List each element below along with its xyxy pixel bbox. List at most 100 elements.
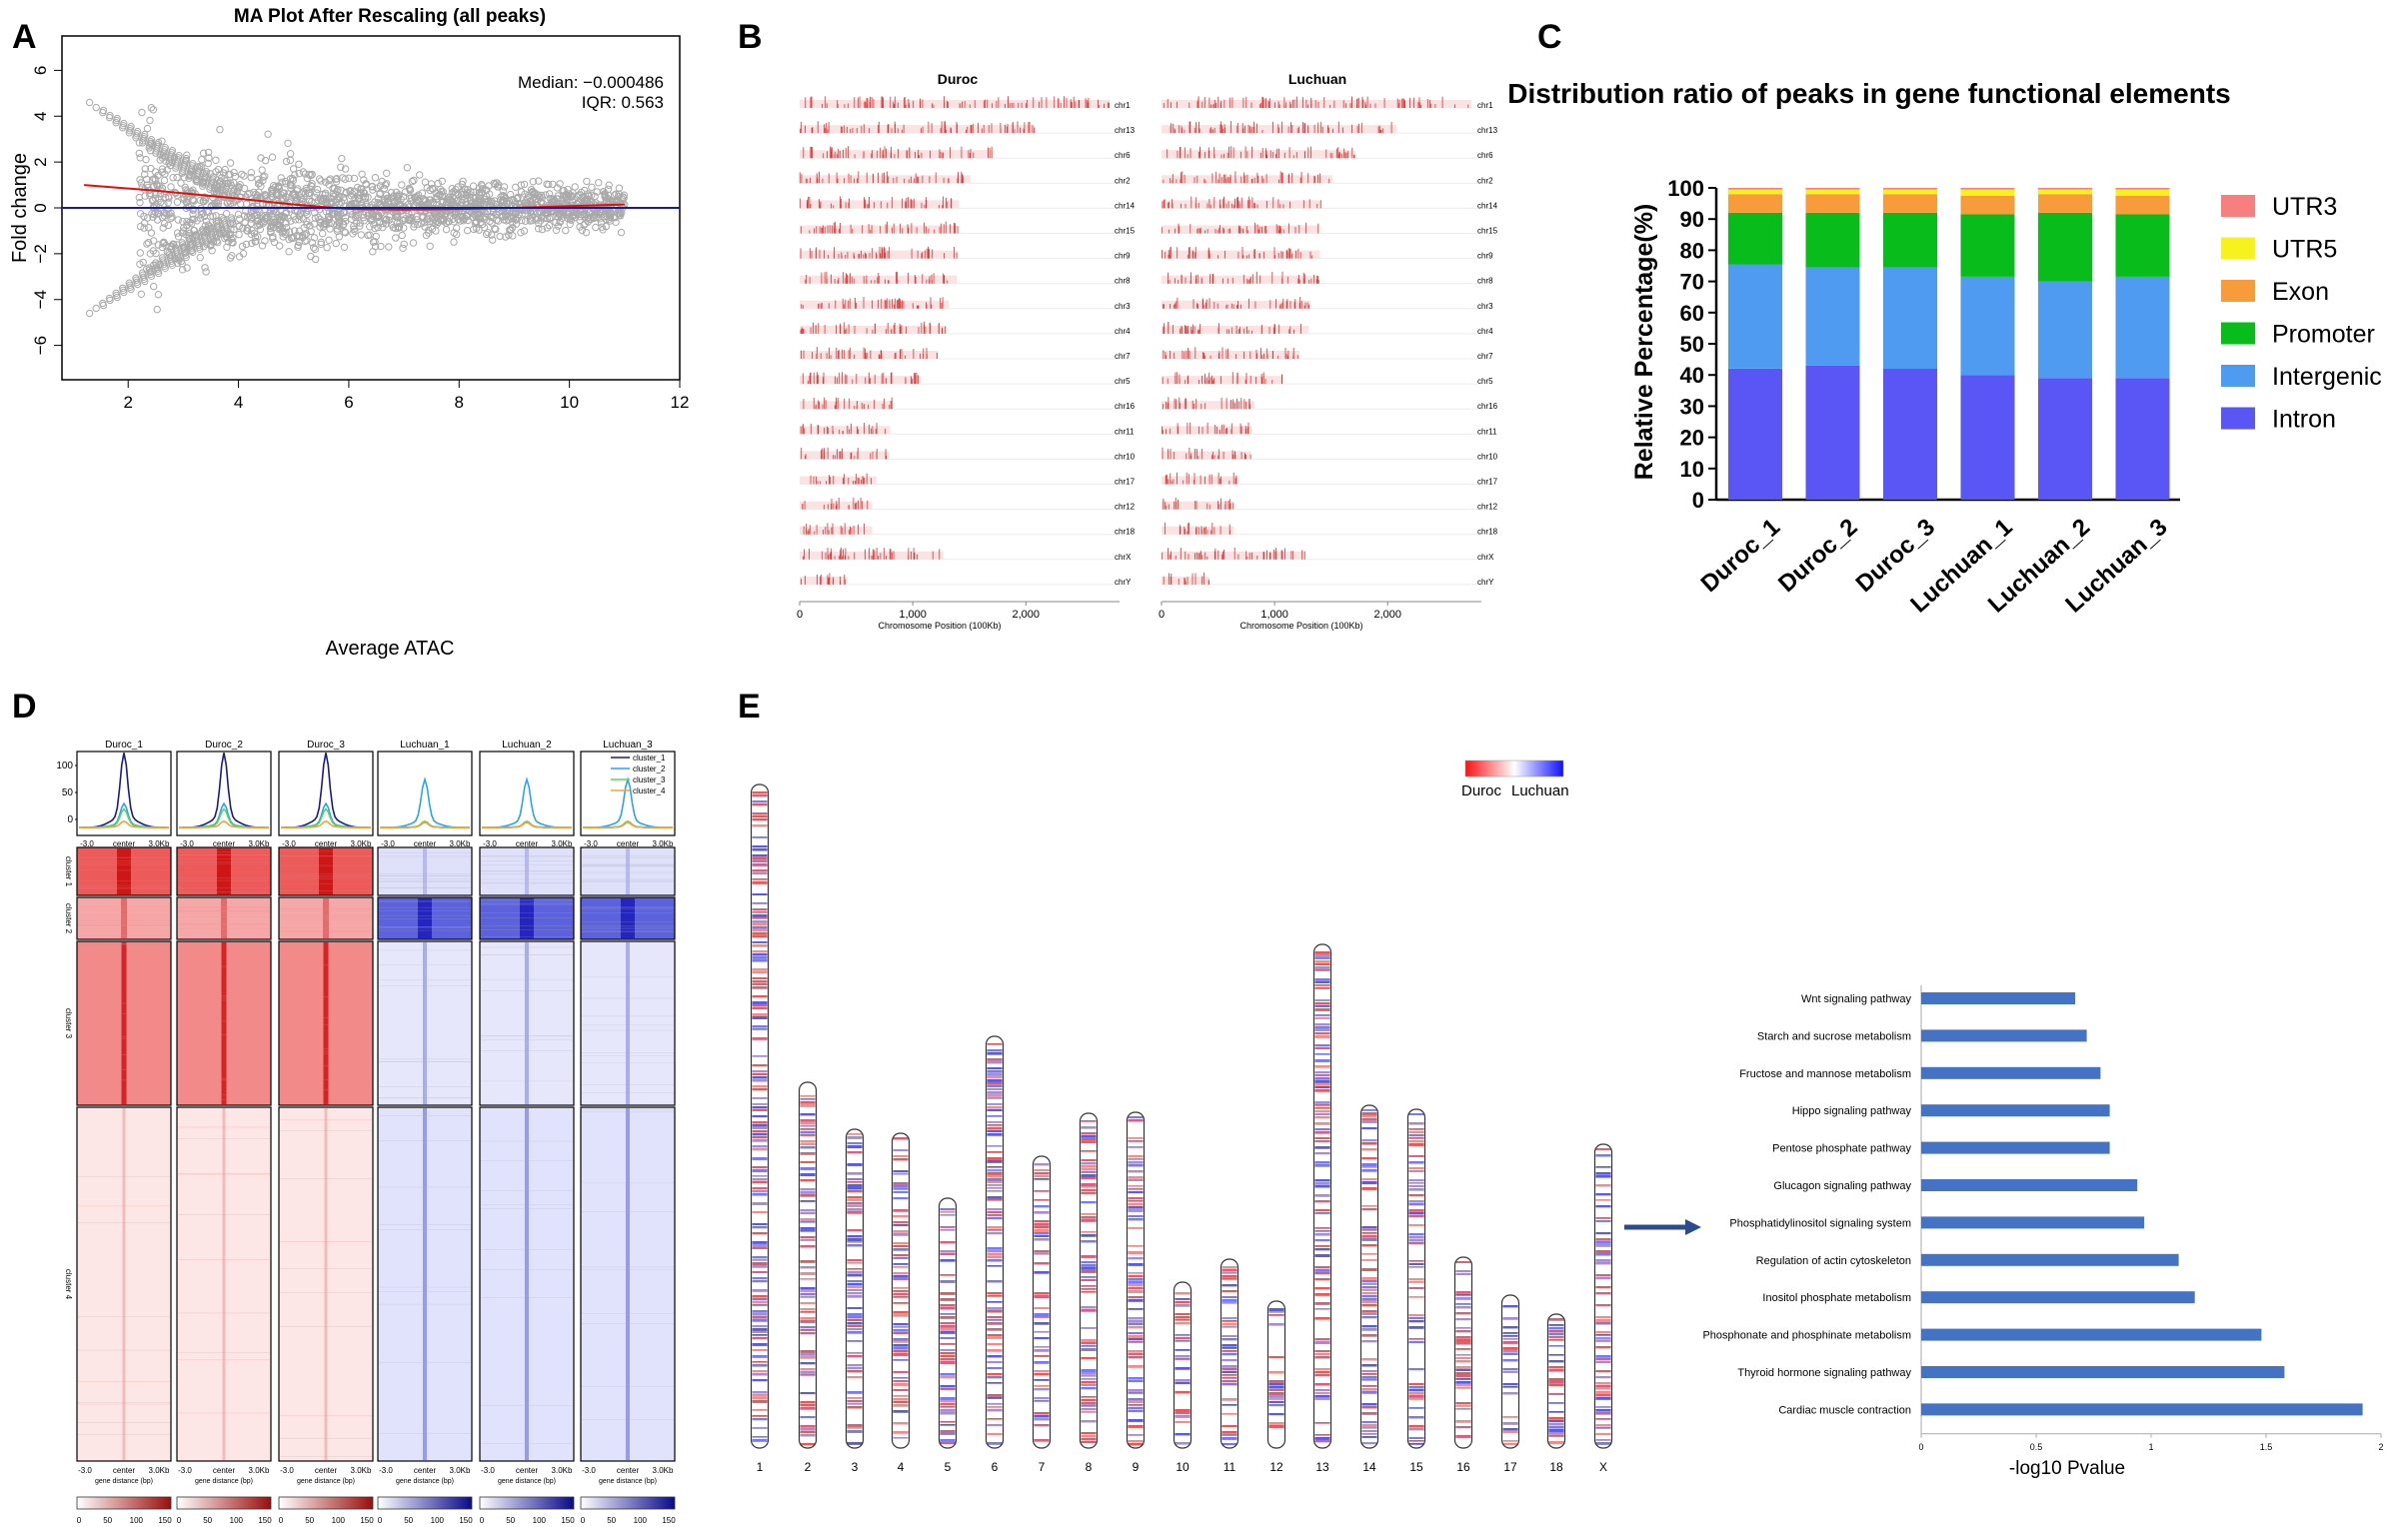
ma-point bbox=[371, 198, 379, 206]
ma-point bbox=[178, 229, 187, 237]
ma-point bbox=[618, 195, 627, 204]
chromosome-band bbox=[987, 1091, 1003, 1094]
ma-point bbox=[403, 164, 411, 172]
ma-point bbox=[348, 215, 356, 223]
chromosome-band bbox=[800, 1173, 816, 1176]
density-track bbox=[1162, 250, 1320, 259]
chromosome-band bbox=[987, 1256, 1003, 1258]
ma-point bbox=[213, 237, 221, 245]
ma-point bbox=[235, 230, 243, 239]
ma-point bbox=[154, 269, 163, 278]
chromosome-band bbox=[752, 1172, 768, 1174]
density-x-label: Chromosome Position (100Kb) bbox=[878, 621, 1001, 631]
ma-point bbox=[169, 174, 177, 182]
ma-point bbox=[199, 149, 208, 157]
chromosome-band bbox=[893, 1428, 909, 1431]
chromosome-band bbox=[987, 1214, 1003, 1216]
chromosome-band bbox=[752, 986, 768, 989]
chromosome-band bbox=[847, 1319, 863, 1322]
ma-point bbox=[106, 111, 114, 120]
chromosome-band bbox=[1081, 1216, 1097, 1219]
chromosome-3 bbox=[845, 1128, 865, 1449]
ma-point bbox=[164, 205, 172, 214]
chromosome-band bbox=[1034, 1388, 1050, 1391]
stacked-bar-title: Distribution ratio of peaks in gene func… bbox=[1507, 78, 2230, 109]
density-chrom-label: chr15 bbox=[1477, 227, 1498, 236]
chromosome-band bbox=[800, 1362, 816, 1365]
chromosome-band bbox=[1081, 1189, 1097, 1192]
ma-point bbox=[136, 249, 145, 257]
chromosome-band bbox=[847, 1262, 863, 1264]
ma-point bbox=[340, 243, 349, 252]
ma-point bbox=[226, 254, 235, 262]
ma-point bbox=[200, 193, 209, 201]
chromosome-band bbox=[987, 1115, 1003, 1117]
ma-point bbox=[464, 216, 472, 225]
ma-point bbox=[216, 171, 224, 179]
ma-point bbox=[222, 225, 231, 233]
chromosome-band bbox=[752, 902, 768, 904]
ma-point bbox=[187, 219, 196, 228]
density-track bbox=[800, 401, 893, 410]
ma-point bbox=[204, 148, 213, 157]
chromosome-band bbox=[847, 1145, 863, 1148]
chromosome-band bbox=[940, 1253, 956, 1256]
profile-legend-label: cluster_4 bbox=[633, 786, 666, 795]
chromosome-band bbox=[1081, 1240, 1097, 1243]
colorbar bbox=[176, 1496, 272, 1510]
chromosome-band bbox=[1034, 1412, 1050, 1415]
ma-point bbox=[223, 179, 231, 188]
ma-point bbox=[414, 220, 422, 229]
chromosome-band bbox=[987, 1085, 1003, 1088]
colorbar-tick-label: 150 bbox=[258, 1516, 272, 1525]
chromosome-band bbox=[752, 1181, 768, 1184]
chromosome-band bbox=[940, 1442, 956, 1444]
chromosome-band bbox=[1081, 1162, 1097, 1165]
chromosome-band bbox=[893, 1338, 909, 1341]
ma-point bbox=[476, 194, 484, 202]
chromosome-band bbox=[800, 1317, 816, 1320]
chromosome-band bbox=[893, 1314, 909, 1317]
chromosome-band bbox=[752, 1373, 768, 1376]
chromosome-band bbox=[893, 1293, 909, 1296]
ma-point bbox=[140, 224, 148, 232]
chromosome-band bbox=[752, 1103, 768, 1105]
chromosome-band bbox=[893, 1359, 909, 1361]
ma-point bbox=[270, 238, 279, 247]
density-chrom-label: chr10 bbox=[1115, 452, 1136, 461]
chromosome-band bbox=[752, 1034, 768, 1037]
ma-point bbox=[360, 211, 368, 219]
density-chrom-label: chr12 bbox=[1115, 503, 1136, 512]
ma-point bbox=[190, 215, 198, 224]
chromosome-band bbox=[1081, 1213, 1097, 1215]
ma-point bbox=[504, 206, 512, 214]
chromosome-band bbox=[752, 1106, 768, 1109]
ma-point bbox=[206, 213, 215, 221]
ma-point bbox=[500, 198, 508, 206]
density-chrom-label: chr9 bbox=[1115, 252, 1131, 261]
chromosome-band bbox=[847, 1325, 863, 1327]
ma-point bbox=[351, 213, 360, 222]
ma-point bbox=[120, 119, 128, 128]
chromosome-band bbox=[1034, 1226, 1050, 1229]
chromosome-band bbox=[987, 1409, 1003, 1412]
chromosome-band bbox=[987, 1166, 1003, 1168]
ma-point bbox=[175, 256, 183, 264]
chromosome-band bbox=[847, 1283, 863, 1286]
colorbar bbox=[377, 1496, 473, 1510]
stacked-bar-segment-utr5 bbox=[2038, 189, 2092, 195]
chromosome-band bbox=[847, 1172, 863, 1175]
density-chrom-label: chr16 bbox=[1477, 402, 1498, 411]
chromosome-band bbox=[893, 1179, 909, 1182]
chromosome-band bbox=[1081, 1231, 1097, 1233]
ma-point bbox=[517, 181, 525, 189]
chromosome-band bbox=[752, 911, 768, 913]
chromosome-band bbox=[847, 1322, 863, 1325]
chromosome-band bbox=[752, 1436, 768, 1438]
chromosome-band bbox=[1081, 1165, 1097, 1168]
ma-point bbox=[301, 189, 310, 198]
chromosome-band bbox=[752, 1301, 768, 1304]
chromosome-band bbox=[1034, 1169, 1050, 1171]
chromosome-band bbox=[940, 1337, 956, 1340]
ma-point bbox=[317, 240, 325, 249]
